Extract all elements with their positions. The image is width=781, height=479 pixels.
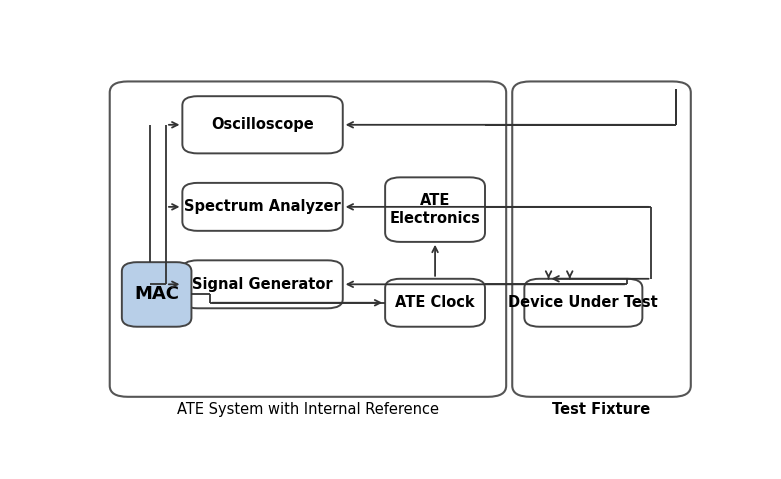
FancyBboxPatch shape [385,177,485,242]
Text: MAC: MAC [134,285,179,304]
FancyBboxPatch shape [122,262,191,327]
Text: ATE
Electronics: ATE Electronics [390,194,480,226]
Text: ATE Clock: ATE Clock [395,295,475,310]
Text: Oscilloscope: Oscilloscope [211,117,314,132]
FancyBboxPatch shape [182,96,343,153]
Text: Device Under Test: Device Under Test [508,295,658,310]
FancyBboxPatch shape [109,81,506,397]
FancyBboxPatch shape [182,261,343,308]
Text: Test Fixture: Test Fixture [552,402,651,417]
FancyBboxPatch shape [524,279,642,327]
Text: ATE System with Internal Reference: ATE System with Internal Reference [177,402,439,417]
Text: Signal Generator: Signal Generator [192,277,333,292]
FancyBboxPatch shape [385,279,485,327]
FancyBboxPatch shape [182,183,343,231]
FancyBboxPatch shape [512,81,690,397]
Text: Spectrum Analyzer: Spectrum Analyzer [184,199,341,215]
